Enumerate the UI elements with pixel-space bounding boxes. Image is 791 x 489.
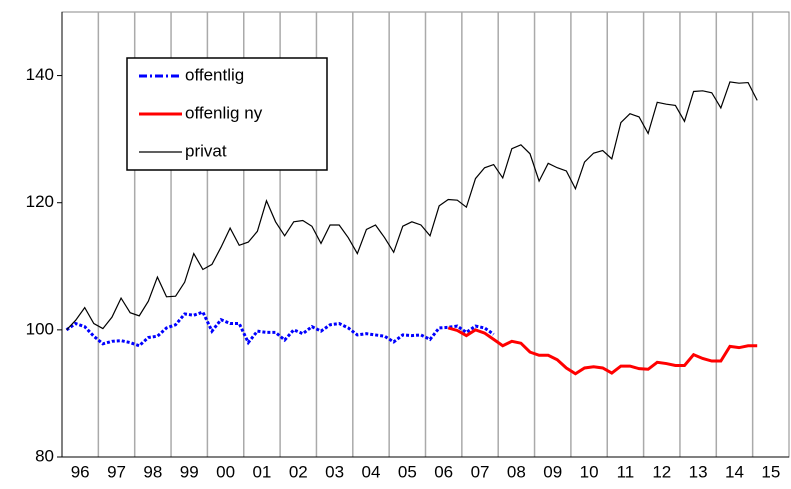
x-tick-label: 06 [434,462,453,481]
x-tick-label: 96 [71,462,90,481]
y-tick-label: 100 [26,319,54,338]
x-tick-label: 08 [507,462,526,481]
y-tick-label: 120 [26,192,54,211]
x-tick-label: 10 [580,462,599,481]
x-tick-label: 05 [398,462,417,481]
x-tick-label: 11 [617,462,635,481]
x-tick-label: 04 [362,462,381,481]
x-tick-label: 07 [471,462,490,481]
x-tick-label: 14 [725,462,744,481]
x-tick-label: 13 [689,462,708,481]
series-line [66,81,758,331]
x-tick-label: 12 [652,462,671,481]
y-tick-label: 80 [35,446,54,465]
series-line [65,310,495,348]
legend-label: privat [185,141,227,160]
x-tick-label: 99 [180,462,199,481]
legend-label: offenlig ny [185,103,263,122]
x-tick-label: 09 [543,462,562,481]
series-line [447,326,758,376]
x-tick-label: 02 [289,462,308,481]
x-tick-label: 01 [252,462,271,481]
x-tick-label: 97 [107,462,126,481]
x-tick-label: 03 [325,462,344,481]
y-tick-label: 140 [26,65,54,84]
x-tick-label: 98 [143,462,162,481]
legend-label: offentlig [185,65,244,84]
x-tick-label: 00 [216,462,235,481]
x-tick-label: 15 [761,462,780,481]
